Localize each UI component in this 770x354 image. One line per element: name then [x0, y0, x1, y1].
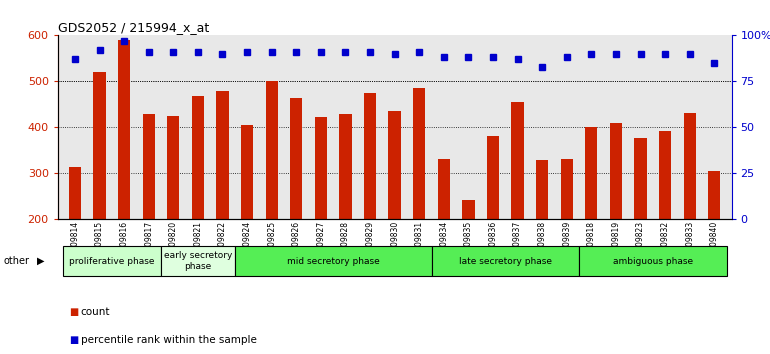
Bar [413, 88, 425, 219]
Bar [315, 117, 327, 219]
Text: other: other [4, 256, 30, 266]
Bar [487, 136, 499, 219]
Bar [585, 127, 598, 219]
Text: percentile rank within the sample: percentile rank within the sample [81, 335, 256, 345]
Bar [610, 123, 622, 219]
Bar [684, 113, 696, 219]
Bar [389, 111, 400, 219]
Text: late secretory phase: late secretory phase [459, 257, 552, 266]
Bar [431, 246, 579, 276]
Bar [167, 116, 179, 219]
Bar [235, 246, 431, 276]
Bar [142, 114, 155, 219]
Bar [364, 93, 377, 219]
Text: ■: ■ [69, 335, 79, 345]
Bar [241, 125, 253, 219]
Bar [561, 159, 573, 219]
Bar [536, 160, 548, 219]
Text: GDS2052 / 215994_x_at: GDS2052 / 215994_x_at [58, 21, 209, 34]
Bar [266, 81, 278, 219]
Bar [579, 246, 727, 276]
Bar [511, 102, 524, 219]
Bar [192, 96, 204, 219]
Bar [340, 114, 352, 219]
Bar [659, 131, 671, 219]
Text: ambiguous phase: ambiguous phase [613, 257, 693, 266]
Bar [69, 166, 81, 219]
Text: ■: ■ [69, 307, 79, 316]
Text: ▶: ▶ [37, 256, 45, 266]
Bar [437, 159, 450, 219]
Text: early secretory
phase: early secretory phase [164, 251, 232, 271]
Bar [118, 40, 130, 219]
Bar [62, 246, 161, 276]
Text: count: count [81, 307, 110, 316]
Text: proliferative phase: proliferative phase [69, 257, 155, 266]
Bar [216, 91, 229, 219]
Bar [634, 138, 647, 219]
Bar [93, 72, 105, 219]
Bar [462, 200, 474, 219]
Bar [290, 97, 303, 219]
Bar [708, 171, 721, 219]
Bar [161, 246, 235, 276]
Text: mid secretory phase: mid secretory phase [286, 257, 380, 266]
